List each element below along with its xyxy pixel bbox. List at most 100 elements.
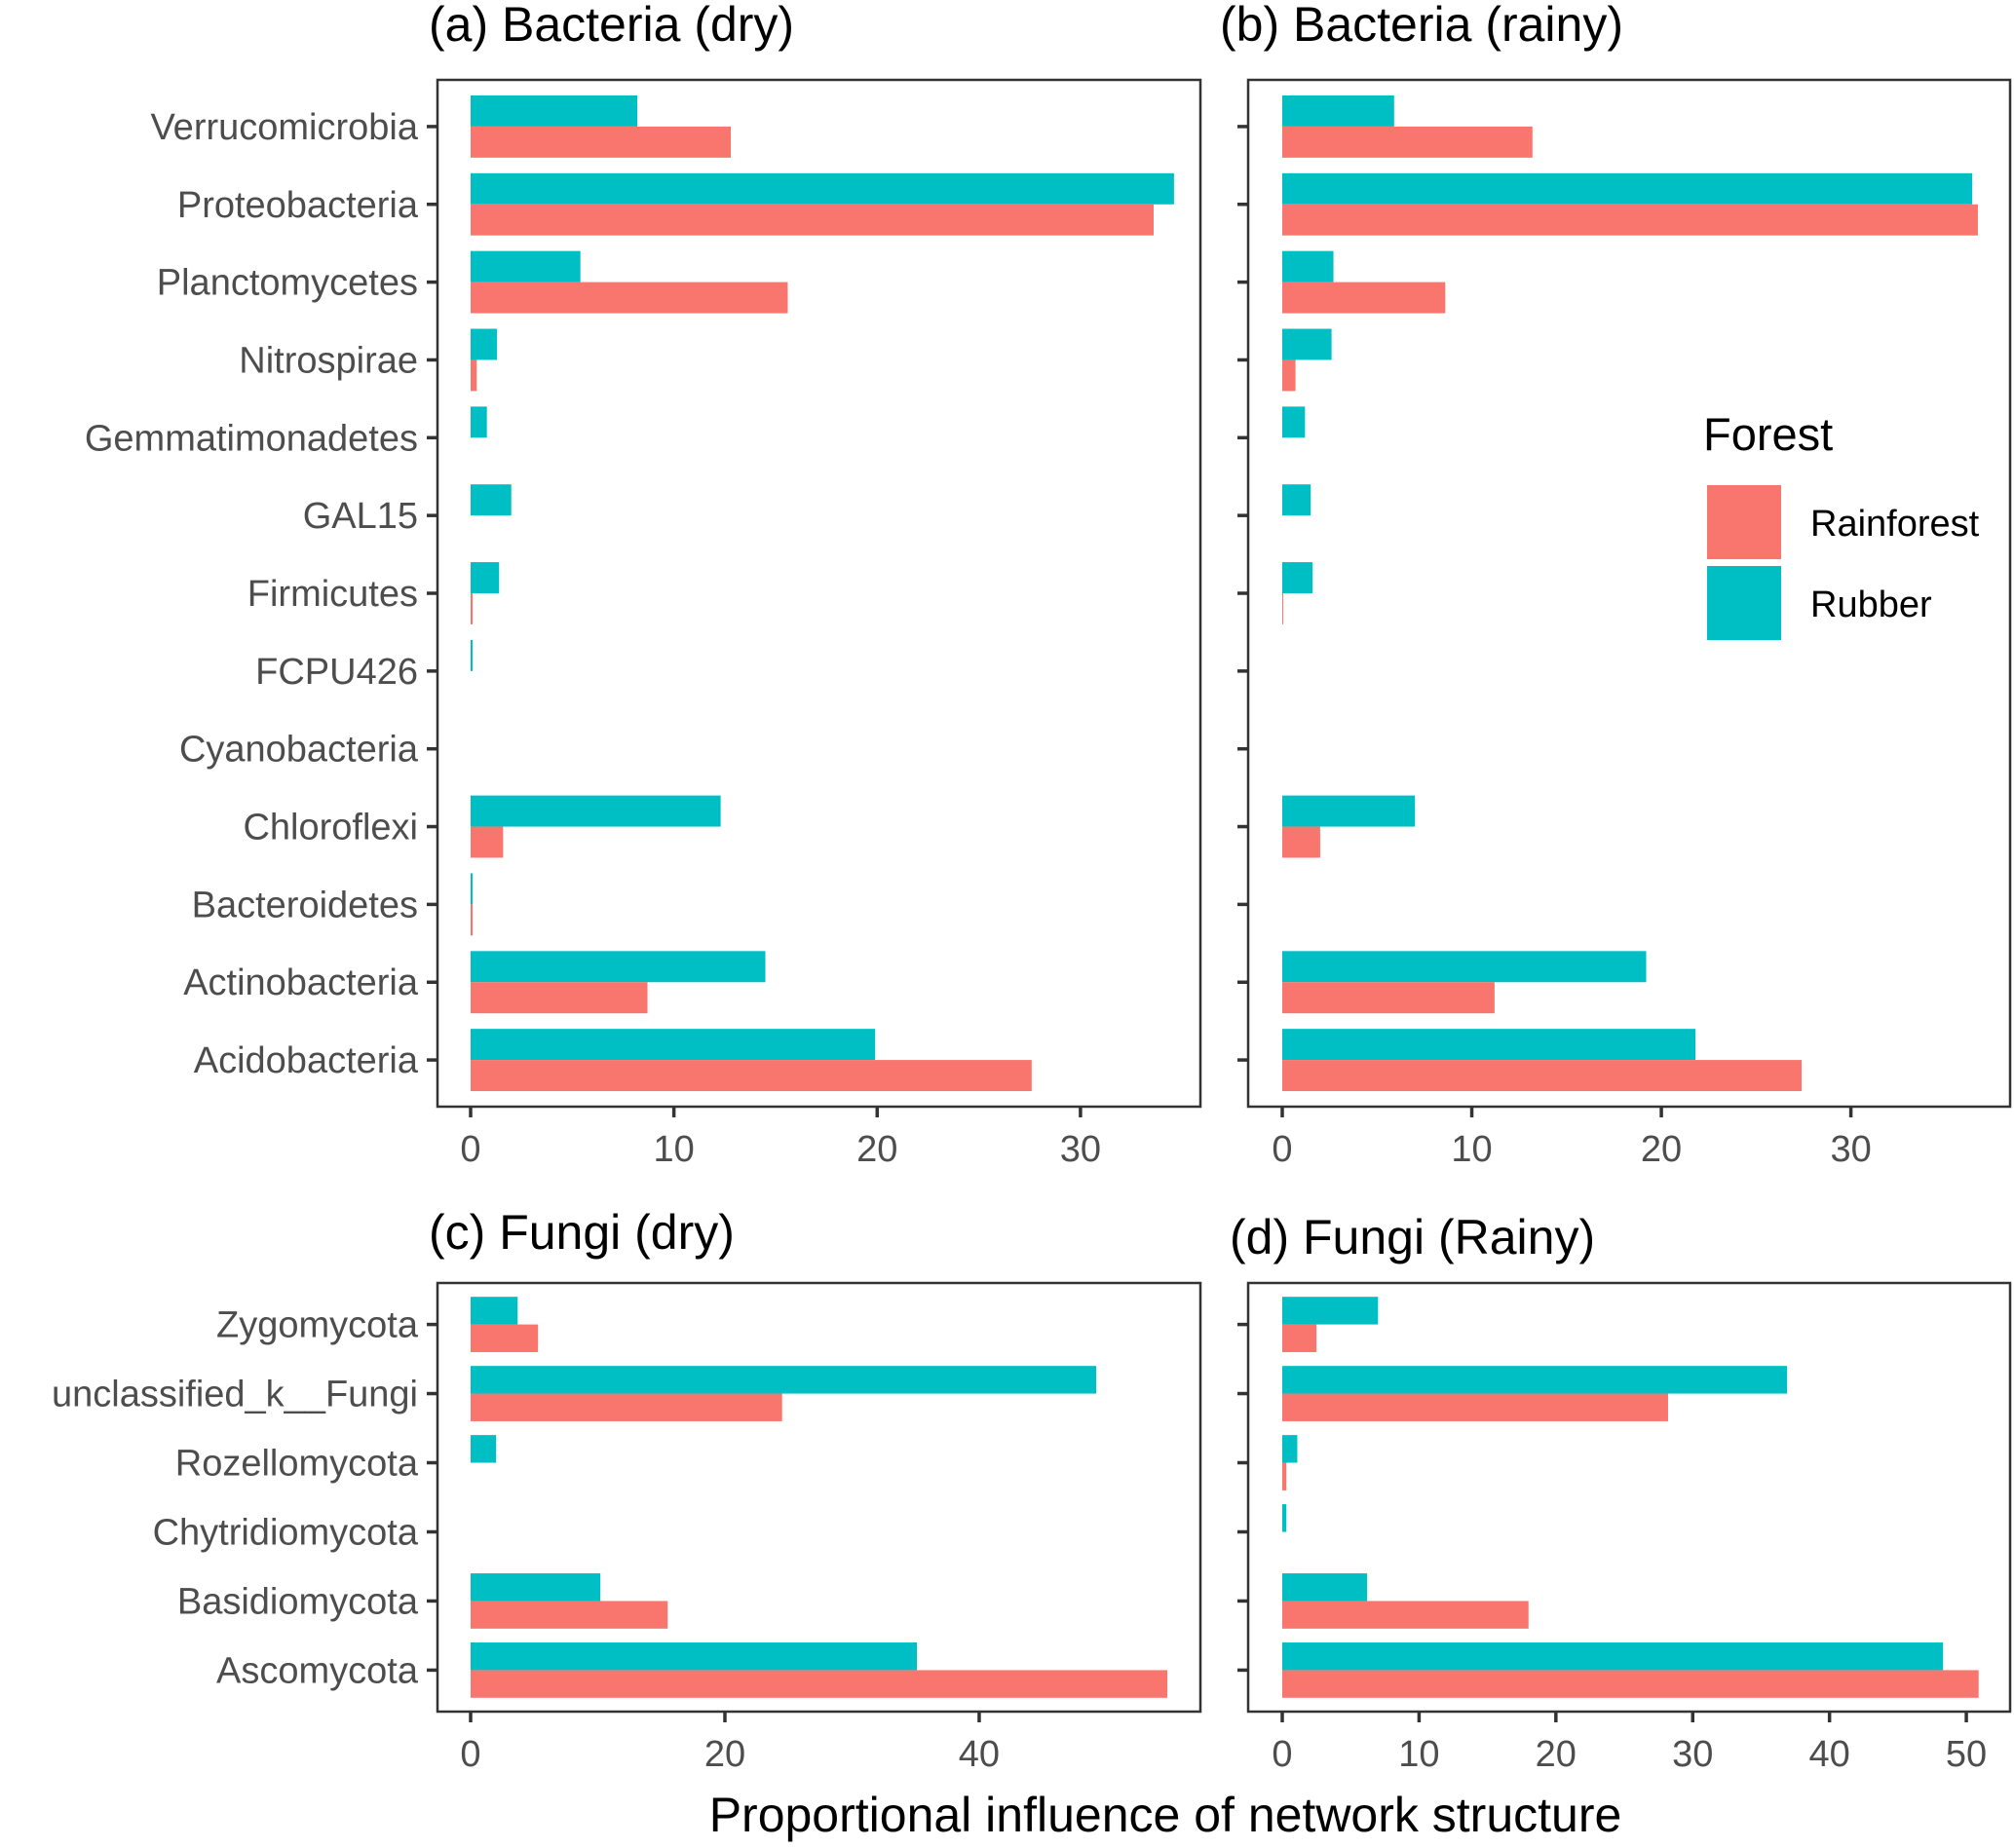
y-tick-label: Chloroflexi [243,808,418,849]
panel-frame [1246,78,2012,1109]
bar-rainforest-verrucomicrobia [1282,126,1533,158]
bar-rubber-actinobacteria [1282,951,1647,983]
bar-rubber-chloroflexi [471,795,721,827]
bar-rainforest-actinobacteria [471,982,648,1014]
y-tick-label: Proteobacteria [177,185,419,226]
bar-rubber-acidobacteria [1282,1029,1696,1061]
x-tick-label: 40 [959,1734,1000,1775]
legend-label-rainforest: Rainforest [1810,504,1980,545]
legend-title: Forest [1703,408,1833,460]
bar-rubber-chytridiomycota [1282,1504,1287,1532]
x-axis-title: Proportional influence of network struct… [709,1788,1622,1842]
bar-rubber-firmicutes [1282,562,1313,593]
x-tick-label: 0 [1272,1129,1292,1170]
legend-key-rubber [1707,566,1781,640]
x-tick-label: 0 [1272,1734,1292,1775]
x-tick-label: 20 [704,1734,745,1775]
bar-rainforest-planctomycetes [471,282,788,314]
y-tick-label: Nitrospirae [239,340,418,381]
y-tick-label: Firmicutes [247,574,418,615]
x-tick-label: 50 [1946,1734,1987,1775]
bar-rainforest-firmicutes [1282,593,1283,624]
bar-rainforest-zygomycota [1282,1324,1317,1352]
bar-rubber-basidiomycota [471,1573,601,1602]
bar-rubber-acidobacteria [471,1029,876,1061]
bar-rainforest-unclassified-k--fungi [471,1393,782,1421]
x-tick-label: 20 [856,1129,897,1170]
bar-rainforest-basidiomycota [1282,1601,1529,1629]
panel-frame [436,78,1202,1109]
bar-rainforest-acidobacteria [471,1060,1032,1092]
x-tick-label: 30 [1672,1734,1713,1775]
legend-label-rubber: Rubber [1810,585,1932,625]
bar-rainforest-rozellomycota [1282,1462,1287,1490]
bar-rainforest-planctomycetes [1282,282,1446,314]
panel-title: (c) Fungi (dry) [429,1205,735,1260]
x-tick-label: 20 [1536,1734,1577,1775]
x-tick-label: 20 [1641,1129,1682,1170]
y-tick-label: Basidiomycota [177,1581,419,1622]
x-tick-label: 10 [653,1129,694,1170]
y-tick-label: Verrucomicrobia [150,107,418,148]
bar-rainforest-firmicutes [471,593,474,624]
bar-rubber-ascomycota [1282,1642,1944,1671]
x-tick-label: 30 [1830,1129,1871,1170]
bar-rainforest-basidiomycota [471,1601,668,1629]
panel-frame [1246,1281,2012,1714]
bar-rubber-gal15 [1282,484,1311,516]
bar-rubber-unclassified-k--fungi [471,1366,1096,1394]
y-tick-label: Actinobacteria [183,962,419,1003]
bar-rubber-firmicutes [471,562,500,593]
bar-rubber-fcpu426 [471,639,474,671]
x-tick-label: 40 [1809,1734,1850,1775]
bar-rubber-unclassified-k--fungi [1282,1366,1788,1394]
y-tick-label: Zygomycota [216,1305,419,1346]
bar-rubber-planctomycetes [1282,250,1334,283]
bar-rubber-actinobacteria [471,951,766,983]
bar-rainforest-unclassified-k--fungi [1282,1393,1668,1421]
bar-rainforest-acidobacteria [1282,1060,1803,1092]
bar-rubber-zygomycota [471,1297,518,1325]
panel-3: (c) Fungi (dry) Zygomycota unclassified_k_… [52,1205,1202,1775]
bar-rubber-rozellomycota [1282,1435,1298,1463]
x-tick-label: 0 [460,1129,480,1170]
bar-rubber-proteobacteria [471,172,1174,205]
bar-rubber-proteobacteria [1282,172,1973,205]
panel-title: (d) Fungi (Rainy) [1230,1210,1595,1264]
panel-title: (a) Bacteria (dry) [429,0,794,52]
y-tick-label: Gemmatimonadetes [85,418,418,459]
bar-rubber-gal15 [471,484,512,516]
bar-rainforest-ascomycota [471,1670,1168,1698]
x-tick-label: 10 [1451,1129,1492,1170]
panel-2: (b) Bacteria (rainy) 0 10 20 30 [1220,0,2012,1170]
x-tick-label: 0 [460,1734,480,1775]
bar-rubber-gemmatimonadetes [471,406,487,438]
bar-rainforest-ascomycota [1282,1670,1979,1698]
legend-key-rainforest [1707,485,1781,559]
bar-rainforest-zygomycota [471,1324,539,1352]
panel-frame [436,1281,1202,1714]
bar-rubber-zygomycota [1282,1297,1379,1325]
y-tick-label: Planctomycetes [157,263,418,304]
bar-rubber-bacteroidetes [471,873,474,905]
bar-rubber-planctomycetes [471,250,581,283]
bar-rubber-verrucomicrobia [471,94,638,127]
panel-title: (b) Bacteria (rainy) [1220,0,1623,52]
bar-rubber-gemmatimonadetes [1282,406,1306,438]
x-tick-label: 30 [1060,1129,1101,1170]
bar-rubber-basidiomycota [1282,1573,1368,1602]
bar-rubber-nitrospirae [471,328,498,360]
x-tick-label: 10 [1398,1734,1439,1775]
y-tick-label: Cyanobacteria [179,730,419,771]
bar-rainforest-proteobacteria [471,204,1155,236]
bar-rainforest-verrucomicrobia [471,126,732,158]
y-tick-label: unclassified_k__Fungi [52,1375,418,1415]
bar-rainforest-proteobacteria [1282,204,1978,236]
legend: Forest Rainforest Rubber [1703,408,1980,640]
bar-rainforest-chloroflexi [471,826,504,858]
bar-rubber-chloroflexi [1282,795,1416,827]
bar-rubber-verrucomicrobia [1282,94,1394,127]
bar-rainforest-chloroflexi [1282,826,1320,858]
y-tick-label: Bacteroidetes [192,885,418,925]
